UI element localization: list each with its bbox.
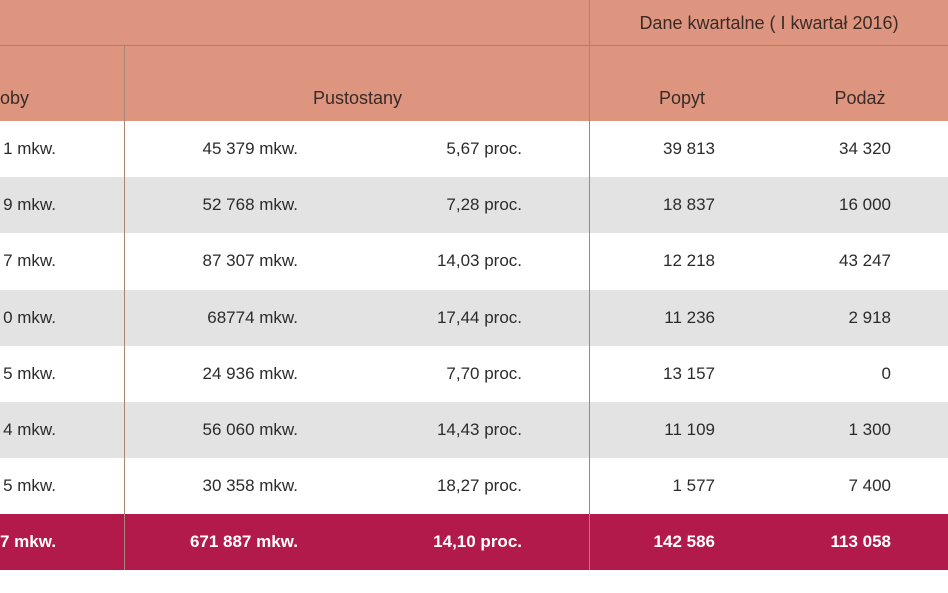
header-vacancy: Pustostany [312, 88, 403, 108]
cell-demand: 39 813 [663, 139, 715, 158]
cell-vacant-area: 45 379 mkw. [202, 139, 298, 158]
table-row: 9 mkw. 52 768 mkw. 7,28 proc. 18 837 16 000 [0, 177, 948, 233]
header-group-row: Dane kwartalne ( I kwartał 2016) [0, 0, 948, 46]
cell-vacant-percent: 7,28 proc. [446, 195, 522, 214]
cell-demand: 1 577 [672, 476, 715, 495]
table-row-total: 7 mkw. 671 887 mkw. 14,10 proc. 142 586 113 … [0, 514, 948, 570]
cell-supply: 0 [881, 364, 891, 383]
cell-stock: 4 mkw. [3, 420, 56, 439]
cell-demand: 11 109 [664, 420, 715, 439]
cell-stock: 7 mkw. [3, 251, 56, 270]
cell-supply: 34 320 [839, 139, 891, 158]
header-demand: Popyt [658, 88, 706, 108]
cell-vacant-area: 87 307 mkw. [202, 251, 298, 270]
cell-supply: 7 400 [848, 476, 891, 495]
cell-supply: 113 058 [830, 532, 891, 551]
header-divider [0, 45, 948, 46]
cell-vacant-percent: 14,10 proc. [433, 532, 522, 551]
header-quarterly-group: Dane kwartalne ( I kwartał 2016) [639, 13, 899, 33]
cell-supply: 16 000 [839, 195, 891, 214]
table-row: 5 mkw. 30 358 mkw. 18,27 proc. 1 577 7 400 [0, 458, 948, 514]
cell-vacant-percent: 18,27 proc. [436, 476, 522, 495]
column-divider [589, 0, 590, 570]
cell-vacant-percent: 17,44 proc. [436, 308, 522, 327]
cell-stock: 5 mkw. [3, 364, 56, 383]
cell-vacant-area: 671 887 mkw. [189, 532, 298, 551]
cell-supply: 43 247 [839, 251, 891, 270]
table-row: 0 mkw. 68774 mkw. 17,44 proc. 11 236 2 918 [0, 290, 948, 346]
cell-stock: 1 mkw. [3, 139, 56, 158]
table-row: 4 mkw. 56 060 mkw. 14,43 proc. 11 109 1 300 [0, 402, 948, 458]
cell-vacant-percent: 14,43 proc. [436, 420, 522, 439]
cell-vacant-area: 68774 mkw. [207, 308, 298, 327]
table-row: 1 mkw. 45 379 mkw. 5,67 proc. 39 813 34 320 [0, 121, 948, 177]
cell-supply: 1 300 [848, 420, 891, 439]
table-row: 5 mkw. 24 936 mkw. 7,70 proc. 13 157 0 [0, 346, 948, 402]
table-row: 7 mkw. 87 307 mkw. 14,03 proc. 12 218 43 247 [0, 233, 948, 289]
cell-vacant-area: 52 768 mkw. [202, 195, 298, 214]
cell-vacant-area: 24 936 mkw. [202, 364, 298, 383]
header-stock: oby [0, 88, 30, 108]
cell-demand: 18 837 [663, 195, 715, 214]
cell-stock: 5 mkw. [3, 476, 56, 495]
cell-vacant-area: 30 358 mkw. [202, 476, 298, 495]
cell-vacant-area: 56 060 mkw. [202, 420, 298, 439]
cell-supply: 2 918 [848, 308, 891, 327]
cell-vacant-percent: 14,03 proc. [436, 251, 522, 270]
header-column-row: oby Pustostany Popyt Podaż [0, 46, 948, 121]
cell-vacant-percent: 5,67 proc. [446, 139, 522, 158]
cell-demand: 142 586 [653, 532, 715, 551]
cell-demand: 11 236 [664, 308, 715, 327]
cell-vacant-percent: 7,70 proc. [446, 364, 522, 383]
cell-demand: 13 157 [663, 364, 715, 383]
cell-stock: 9 mkw. [3, 195, 56, 214]
cell-stock: 0 mkw. [3, 308, 56, 327]
cell-stock: 7 mkw. [0, 532, 57, 551]
column-divider [124, 46, 125, 570]
cell-demand: 12 218 [663, 251, 715, 270]
header-supply: Podaż [834, 88, 886, 108]
